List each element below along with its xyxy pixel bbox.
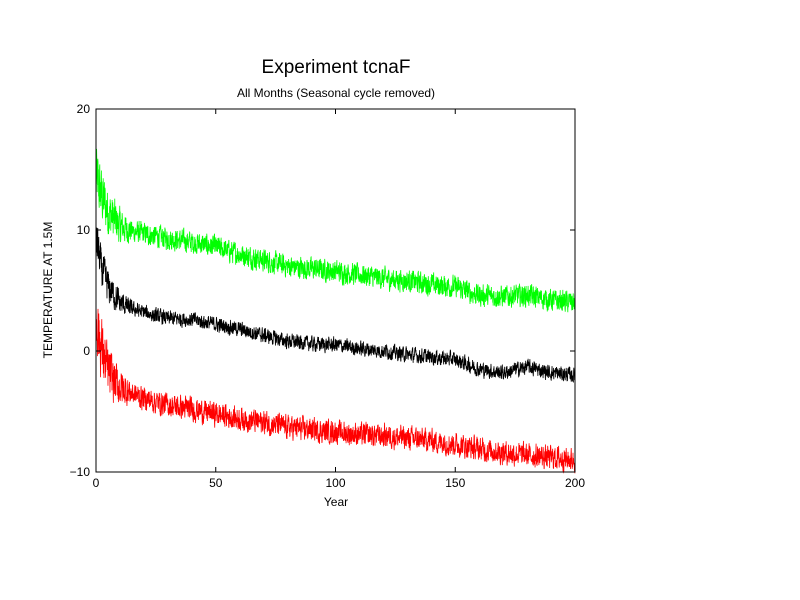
y-tick-label: 20	[77, 102, 91, 116]
y-tick-label: 10	[77, 223, 91, 237]
x-axis-label: Year	[324, 495, 348, 509]
x-tick-label: 200	[565, 476, 585, 490]
series-line-2	[95, 301, 576, 474]
series-line-1	[95, 227, 576, 383]
series-line-0	[95, 148, 576, 313]
plot-frame	[95, 108, 576, 473]
y-axis-label: TEMPERATURE AT 1.5M	[41, 222, 55, 359]
y-tick-label: 0	[83, 344, 90, 358]
chart-subtitle: All Months (Seasonal cycle removed)	[237, 86, 435, 100]
x-tick-label: 100	[325, 476, 345, 490]
series-layer	[95, 148, 576, 474]
x-tick-label: 0	[93, 476, 100, 490]
x-tick-label: 50	[209, 476, 223, 490]
x-tick-label: 150	[445, 476, 465, 490]
chart-title: Experiment tcnaF	[262, 57, 411, 78]
y-tick-label: −10	[70, 465, 91, 479]
